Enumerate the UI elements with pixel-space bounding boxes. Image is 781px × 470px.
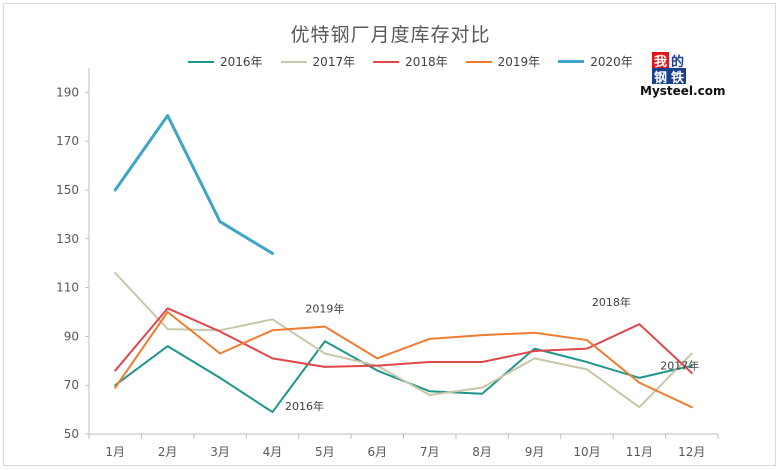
legend-swatch [465,60,492,63]
legend: 2016年 2017年 2018年 2019年 2020年 [188,53,633,70]
chart-title: 优特钢厂月度库存对比 [290,24,491,46]
legend-swatch [558,60,585,63]
legend-item: 2020年 [558,53,633,70]
legend-label: 2016年 [220,55,263,69]
legend-label: 2020年 [590,55,633,69]
mysteel-logo: 我 的 钢 铁 Mysteel.com [640,50,735,100]
legend-item: 2016年 [188,53,263,70]
legend-label: 2017年 [312,55,356,69]
legend-item: 2018年 [373,53,448,70]
logo-char: 我 [652,52,669,70]
logo-char: 的 [669,52,686,70]
legend-label: 2019年 [497,55,541,69]
logo-char: 钢 [652,68,669,86]
legend-label: 2018年 [405,55,448,69]
logo-text: Mysteel.com [640,84,726,98]
logo-char: 铁 [669,68,686,86]
legend-item: 2017年 [280,53,356,70]
legend-item: 2019年 [465,53,541,70]
legend-swatch [188,60,214,63]
logo-mark: 我 的 钢 铁 [652,52,686,86]
legend-swatch [373,60,400,63]
legend-swatch [280,60,307,63]
